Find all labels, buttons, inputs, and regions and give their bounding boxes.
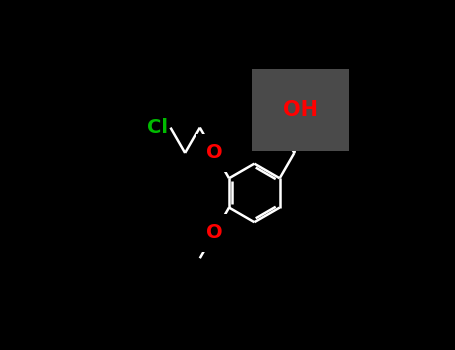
Text: O: O [206, 223, 222, 243]
Text: OH: OH [283, 100, 318, 120]
Text: O: O [206, 144, 222, 162]
Text: Cl: Cl [147, 118, 168, 137]
